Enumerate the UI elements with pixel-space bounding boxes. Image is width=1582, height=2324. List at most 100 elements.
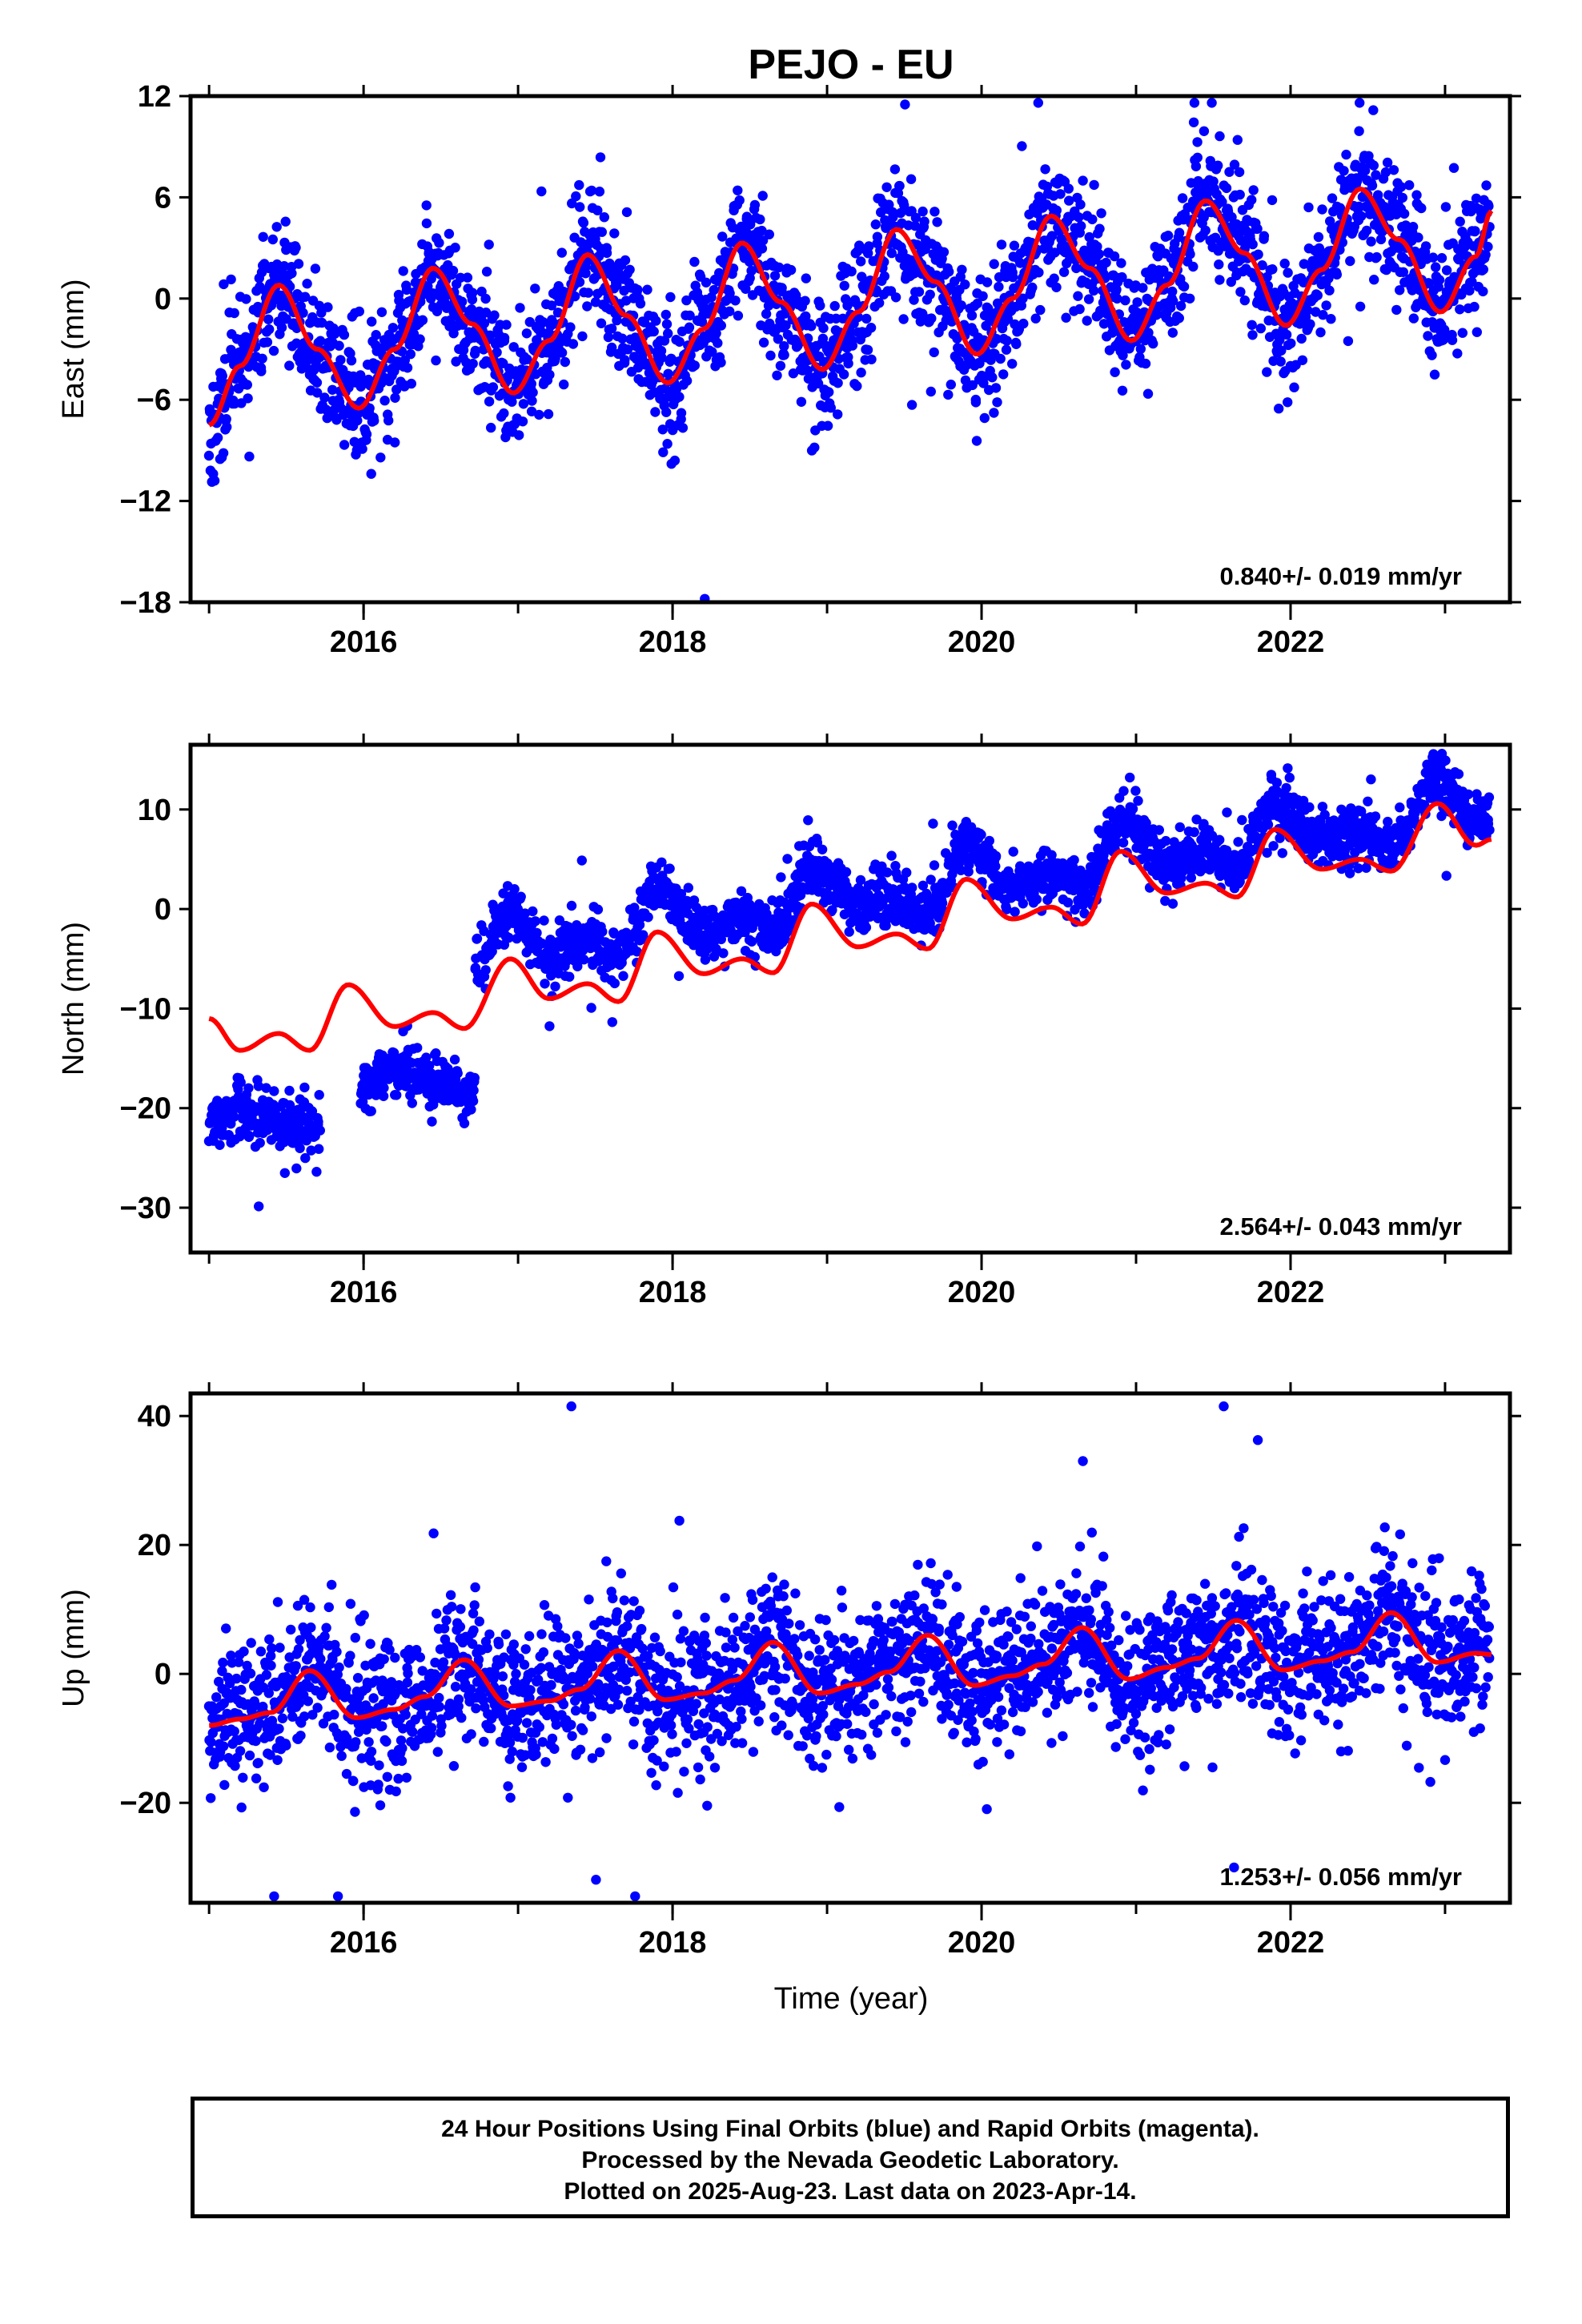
data-point: [1276, 345, 1287, 356]
data-point: [620, 255, 631, 266]
data-point: [779, 341, 789, 352]
data-point: [527, 396, 537, 406]
data-point: [1233, 837, 1243, 847]
data-point: [994, 281, 1004, 292]
data-point: [1267, 264, 1278, 275]
data-point: [243, 393, 253, 404]
data-point: [847, 340, 858, 351]
data-point: [761, 308, 772, 320]
data-point: [920, 244, 930, 255]
data-point: [829, 300, 840, 312]
data-point: [984, 835, 995, 846]
data-point: [405, 349, 416, 360]
data-point: [938, 247, 950, 257]
data-point: [1344, 868, 1355, 879]
data-point: [267, 234, 278, 245]
data-point: [966, 310, 978, 321]
data-point: [1075, 199, 1086, 210]
data-point: [1321, 300, 1331, 311]
data-point: [824, 387, 834, 397]
data-point: [990, 383, 1002, 393]
data-point: [594, 187, 605, 197]
data-point: [431, 355, 441, 366]
data-point: [1069, 854, 1079, 866]
data-point: [596, 227, 607, 237]
data-point: [1185, 293, 1195, 304]
data-point: [741, 283, 751, 294]
data-point: [601, 247, 612, 259]
data-point: [656, 857, 667, 868]
data-point: [716, 357, 726, 368]
data-point: [995, 353, 1006, 364]
data-point: [1275, 335, 1285, 345]
data-point: [339, 329, 350, 340]
data-point: [926, 386, 937, 397]
data-point: [1431, 262, 1441, 272]
data-point: [1030, 313, 1041, 324]
data-point: [1371, 251, 1382, 263]
data-point: [772, 370, 782, 380]
chart-title: PEJO - EU: [748, 42, 954, 88]
data-point: [709, 284, 719, 296]
data-point: [378, 1091, 389, 1102]
data-point: [1074, 304, 1085, 315]
data-point: [339, 440, 350, 450]
data-point: [520, 908, 530, 919]
data-point: [517, 416, 528, 427]
data-point: [874, 298, 885, 308]
data-point: [1481, 180, 1492, 191]
data-point: [842, 300, 853, 311]
data-point: [371, 330, 381, 340]
data-point: [994, 271, 1005, 283]
data-point: [872, 231, 883, 242]
data-point: [361, 429, 372, 440]
data-point: [634, 919, 645, 931]
data-point: [499, 408, 509, 419]
data-point: [444, 228, 455, 239]
data-point: [375, 452, 386, 463]
data-point: [218, 448, 229, 458]
data-point: [366, 1106, 376, 1116]
data-point: [1297, 355, 1308, 365]
data-point: [578, 218, 589, 228]
data-point: [1455, 216, 1465, 227]
data-point: [1189, 98, 1200, 108]
data-point: [376, 307, 387, 317]
data-point: [349, 436, 359, 447]
data-point: [663, 328, 673, 339]
data-point: [910, 212, 921, 223]
data-point: [1098, 319, 1110, 329]
data-point: [244, 1131, 255, 1141]
data-point: [802, 365, 813, 376]
data-point: [671, 384, 681, 395]
data-point: [528, 387, 538, 398]
data-point: [806, 321, 817, 332]
data-point: [861, 313, 872, 324]
data-point: [1318, 310, 1328, 320]
data-point: [271, 222, 282, 232]
data-point: [579, 955, 589, 965]
data-point: [888, 212, 898, 223]
data-point: [315, 336, 326, 346]
data-point: [1188, 117, 1199, 127]
data-point: [264, 324, 275, 335]
data-point: [817, 333, 829, 344]
data-point: [1343, 336, 1354, 347]
data-point: [1395, 802, 1405, 813]
y-tick-label: −6: [137, 384, 171, 417]
data-point: [1188, 261, 1199, 272]
data-point: [452, 1068, 463, 1079]
data-point: [1339, 166, 1349, 176]
data-point: [291, 338, 302, 348]
data-point: [957, 264, 967, 275]
data-point: [1480, 249, 1491, 260]
data-point: [718, 948, 729, 959]
data-point: [1434, 275, 1445, 285]
data-point: [571, 191, 581, 202]
data-point: [919, 216, 930, 227]
data-point: [621, 207, 632, 218]
data-point: [445, 315, 456, 325]
data-point: [1008, 271, 1018, 283]
data-point: [1399, 208, 1410, 219]
data-point: [1483, 241, 1493, 252]
